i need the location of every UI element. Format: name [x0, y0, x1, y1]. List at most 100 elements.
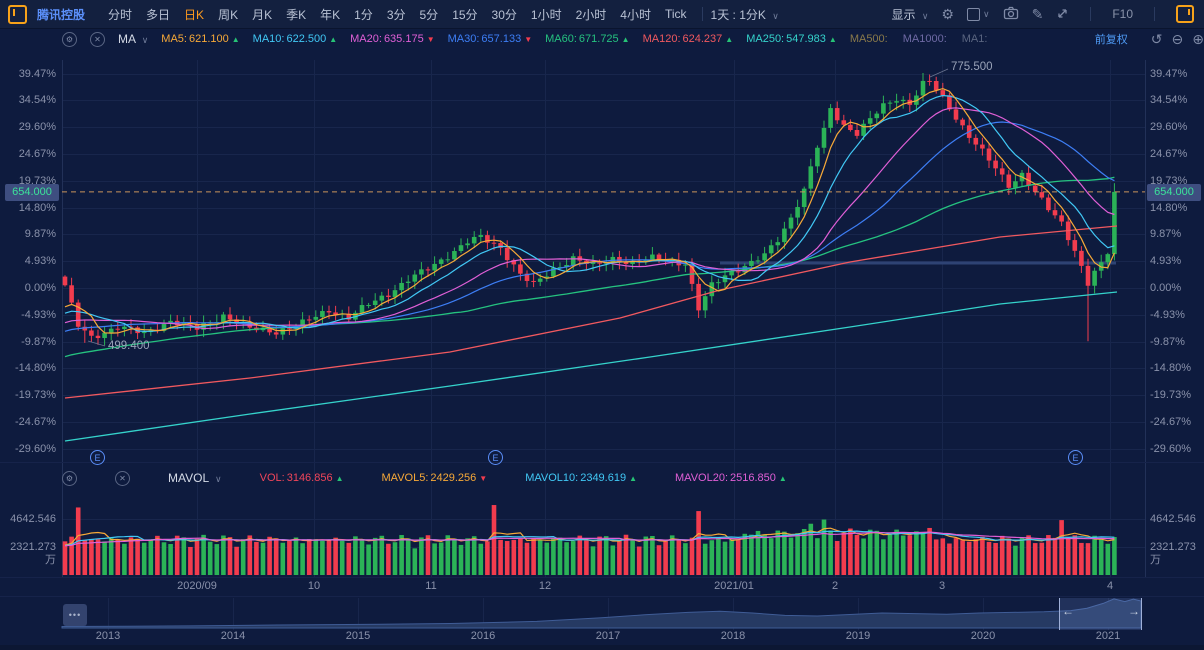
- indicator-value: MA5: 621.100 ▲: [161, 33, 240, 45]
- indicator-close-icon[interactable]: ✕: [90, 31, 105, 47]
- price-tick-label: -24.67%: [1150, 415, 1191, 428]
- dividend-event-marker[interactable]: E: [90, 450, 105, 465]
- camera-icon[interactable]: [1003, 6, 1019, 22]
- price-tick-label: -9.87%: [1150, 335, 1185, 348]
- chevron-down-icon: ∨: [141, 35, 149, 45]
- volume-tick-label: 4642.546: [1150, 513, 1196, 525]
- topbar-tab[interactable]: 5分: [419, 7, 439, 22]
- indicator-settings-gear-icon[interactable]: ⚙: [62, 470, 77, 486]
- settings-gear-icon[interactable]: ⚙: [941, 6, 954, 22]
- price-tick-label: 34.54%: [1150, 94, 1188, 107]
- zoom-in-icon[interactable]: ⊕: [1192, 30, 1204, 47]
- topbar-tab[interactable]: 季K: [286, 7, 307, 22]
- price-tick-label: 14.80%: [18, 201, 56, 214]
- chevron-down-icon: ∨: [215, 474, 222, 484]
- up-arrow-icon: ▲: [231, 35, 240, 44]
- indicator-value: MA20: 635.175 ▼: [350, 33, 435, 45]
- custom-period-label: 1天 : 1分K: [710, 7, 766, 22]
- price-tick-label: -4.93%: [21, 308, 56, 321]
- low-price-annotation: 499.400: [108, 340, 150, 352]
- price-tick-label: 19.73%: [18, 174, 56, 187]
- topbar-tab[interactable]: 1小时: [530, 7, 562, 22]
- indicator-value: MA60: 671.725 ▲: [545, 33, 630, 45]
- adjust-mode-button[interactable]: 前复权: [1094, 34, 1128, 46]
- display-dropdown[interactable]: 显示 ∨: [891, 6, 928, 23]
- indicator-value: MA30: 657.133 ▼: [447, 33, 533, 45]
- symbol-name[interactable]: 腾讯控股: [37, 7, 86, 22]
- price-tick-label: 29.60%: [18, 121, 56, 134]
- price-tick-label: 34.54%: [18, 94, 56, 107]
- indicator-value: VOL: 3146.856 ▲: [259, 472, 344, 484]
- topbar-tab[interactable]: 日K: [184, 7, 205, 22]
- footer-strip: [0, 645, 1204, 650]
- indicator-name-dropdown[interactable]: MA ∨: [118, 32, 148, 46]
- navigator-year-label: 2013: [95, 630, 121, 642]
- topbar-tab[interactable]: 4小时: [620, 7, 651, 22]
- indicator-value: MAVOL5: 2429.256 ▼: [381, 472, 488, 484]
- price-tick-label: 9.87%: [1150, 228, 1182, 241]
- indicator-value: MA120: 624.237 ▲: [642, 33, 734, 45]
- price-tick-label: -19.73%: [1150, 389, 1191, 402]
- indicator-settings-gear-icon[interactable]: ⚙: [62, 31, 77, 47]
- topbar-tab[interactable]: 15分: [452, 7, 478, 22]
- f10-button[interactable]: F10: [1112, 7, 1133, 21]
- indicator-name-dropdown[interactable]: MAVOL ∨: [168, 471, 222, 485]
- x-axis-label: 10: [307, 580, 321, 592]
- topbar-tab[interactable]: 多日: [146, 7, 171, 22]
- chart-zoom-tools: ↺ ⊖ ⊕: [1151, 31, 1204, 48]
- topbar-tab[interactable]: 周K: [218, 7, 239, 22]
- topbar-right-tools: 显示 ∨ ⚙ ∨ ✎ F10: [891, 5, 1204, 23]
- topbar-tab[interactable]: 2小时: [575, 7, 607, 22]
- volume-tick-label: 2321.273: [10, 541, 56, 553]
- navigator-year-label: 2020: [970, 630, 996, 642]
- custom-period-dropdown[interactable]: 1天 : 1分K ∨: [711, 6, 779, 23]
- indicator-name: MAVOL: [168, 471, 209, 485]
- up-arrow-icon: ▲: [621, 35, 630, 44]
- volume-tick-label: 2321.273: [1150, 541, 1196, 553]
- down-arrow-icon: ▼: [479, 474, 488, 483]
- topbar-tab[interactable]: 1分: [354, 7, 373, 22]
- indicator-value: MAVOL20: 2516.850 ▲: [675, 472, 787, 484]
- price-tick-label: 0.00%: [24, 282, 56, 294]
- price-tick-label: -9.87%: [21, 335, 56, 348]
- indicator-value: MA1:: [961, 33, 988, 45]
- navigator-window-left-arrow-icon[interactable]: ←: [1062, 604, 1074, 618]
- dividend-event-marker[interactable]: E: [488, 450, 503, 465]
- indicator-value: MA500:: [849, 33, 888, 45]
- navigator-year-label: 2014: [220, 630, 246, 642]
- dividend-event-marker[interactable]: E: [1068, 450, 1083, 465]
- draw-pencil-icon[interactable]: ✎: [1031, 6, 1044, 22]
- x-axis-label: 2020/09: [177, 580, 217, 592]
- ma-indicator-legend: ⚙ ✕ MA ∨ MA5: 621.100 ▲ MA10: 622.500 ▲ MA20: 6…: [62, 30, 1204, 48]
- reset-icon[interactable]: ↺: [1150, 30, 1163, 47]
- indicator-value: MAVOL10: 2349.619 ▲: [525, 472, 638, 484]
- price-tick-label: -14.80%: [15, 362, 56, 375]
- topbar-tab[interactable]: 分时: [108, 7, 133, 22]
- down-arrow-icon: ▼: [524, 35, 533, 44]
- fullscreen-expand-icon[interactable]: [1056, 7, 1069, 22]
- indicator-close-icon[interactable]: ✕: [115, 470, 130, 486]
- topbar-tab[interactable]: Tick: [664, 7, 687, 21]
- x-axis-label: 2021/01: [714, 580, 754, 592]
- current-price-badge-right: 654.000: [1147, 184, 1201, 201]
- navigator-more-button[interactable]: •••: [63, 604, 87, 626]
- price-tick-label: 24.67%: [1150, 148, 1188, 161]
- app-logo-icon[interactable]: [8, 4, 27, 24]
- topbar-tab[interactable]: 30分: [491, 7, 517, 22]
- navigator-year-label: 2018: [720, 630, 746, 642]
- price-tick-label: 24.67%: [18, 148, 56, 161]
- topbar-tab[interactable]: 年K: [320, 7, 341, 22]
- volume-values: VOL: 3146.856 ▲ MAVOL5: 2429.256 ▼ MAVOL10: 234…: [260, 472, 787, 484]
- topbar-tab[interactable]: 月K: [252, 7, 273, 22]
- panel-toggle-icon[interactable]: [1176, 5, 1194, 23]
- navigator-year-label: 2015: [345, 630, 371, 642]
- chart-style-dropdown[interactable]: ∨: [966, 7, 990, 21]
- navigator-window-right-arrow-icon[interactable]: →: [1128, 604, 1140, 618]
- topbar-tab[interactable]: 3分: [386, 7, 406, 22]
- zoom-out-icon[interactable]: ⊖: [1171, 30, 1184, 47]
- navigator-year-label: 2019: [845, 630, 871, 642]
- navigator-year-label: 2021: [1095, 630, 1121, 642]
- divider: [701, 7, 703, 21]
- volume-unit-label: 万: [45, 554, 56, 566]
